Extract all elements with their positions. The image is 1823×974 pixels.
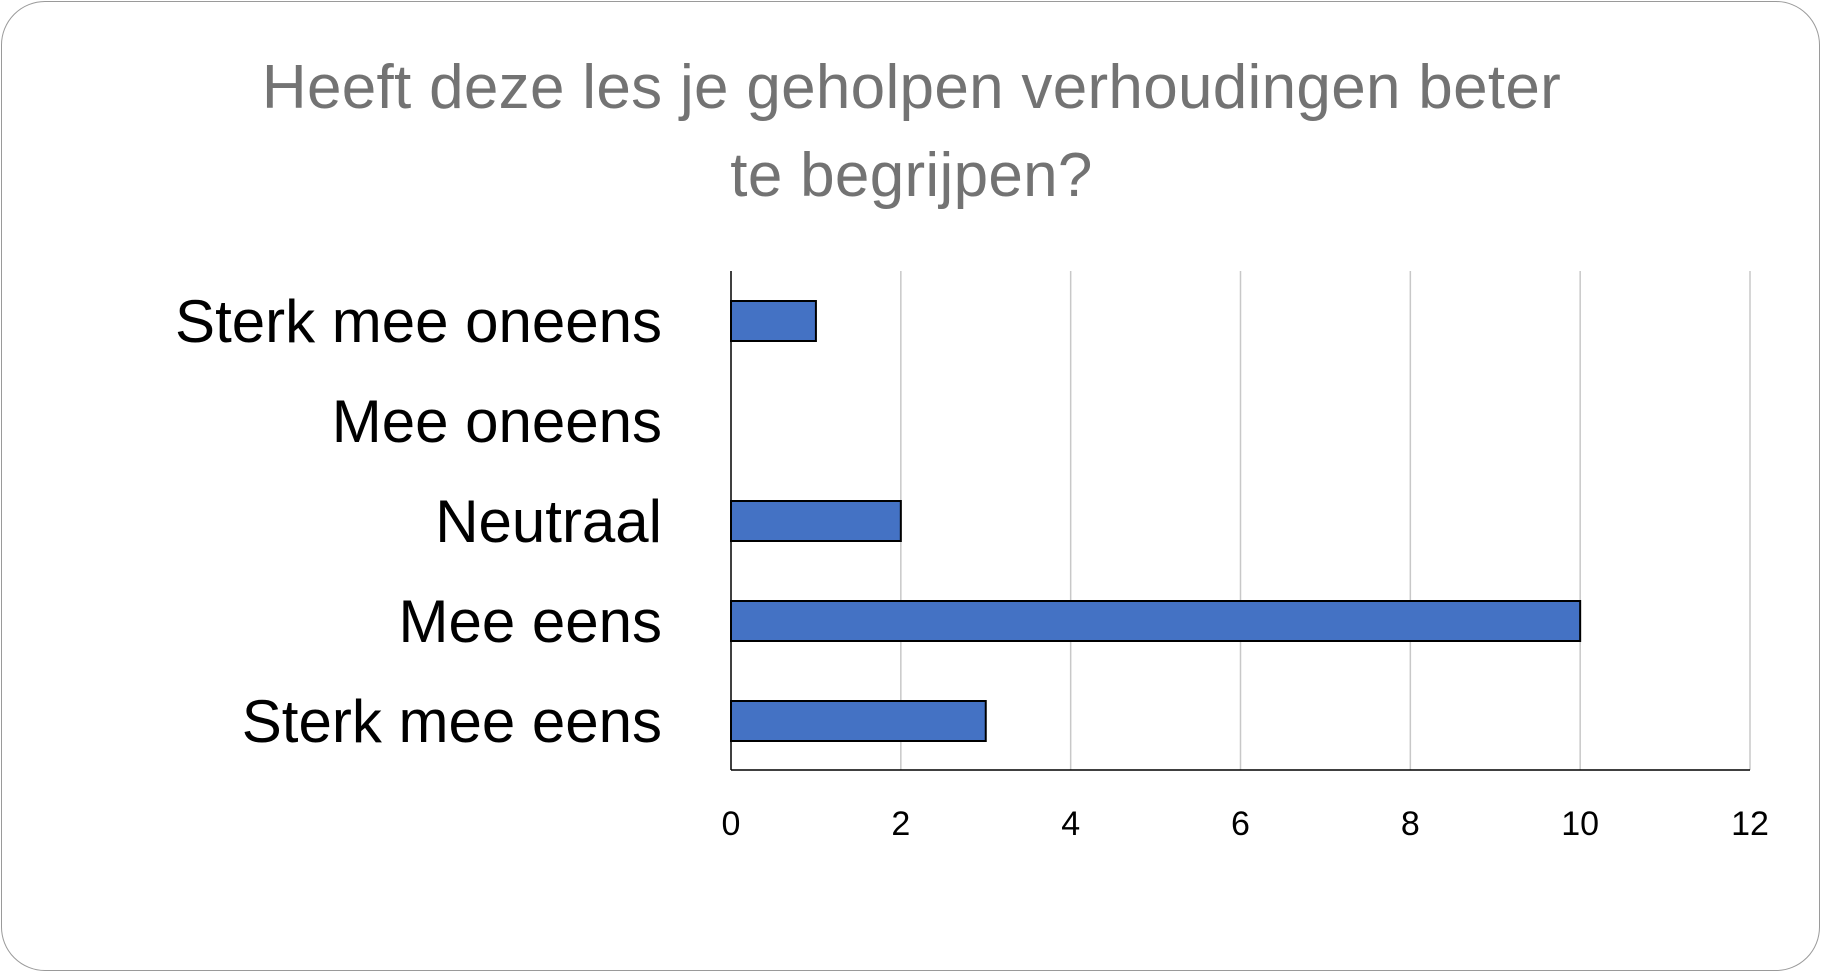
chart-title: Heeft deze les je geholpen verhoudingen … <box>0 44 1823 220</box>
tick-labels: 0 2 4 6 8 10 12 <box>722 805 1769 843</box>
category-labels: Sterk mee oneens Mee oneens Neutraal Mee ee… <box>175 288 662 755</box>
x-tick-label-0: 0 <box>722 805 741 843</box>
bar-3 <box>730 600 1582 642</box>
category-label-1: Mee oneens <box>332 388 662 455</box>
x-tick-label-4: 4 <box>1061 805 1080 843</box>
gridlines <box>900 271 1751 770</box>
x-tick-label-12: 12 <box>1731 805 1769 843</box>
bar-2 <box>730 500 902 542</box>
category-label-3: Mee eens <box>399 588 663 655</box>
bars <box>730 300 1582 742</box>
x-tick-label-6: 6 <box>1231 805 1250 843</box>
chart-title-line-1: Heeft deze les je geholpen verhoudingen … <box>261 53 1562 122</box>
chart-title-line-2: te begrijpen? <box>730 141 1093 210</box>
axes <box>730 271 1750 771</box>
bar-4 <box>730 700 987 742</box>
x-tick-label-2: 2 <box>891 805 910 843</box>
bar-0 <box>730 300 817 342</box>
x-tick-label-10: 10 <box>1561 805 1599 843</box>
category-label-2: Neutraal <box>435 488 662 555</box>
category-label-0: Sterk mee oneens <box>175 288 662 355</box>
category-label-4: Sterk mee eens <box>242 688 662 755</box>
x-tick-label-8: 8 <box>1401 805 1420 843</box>
